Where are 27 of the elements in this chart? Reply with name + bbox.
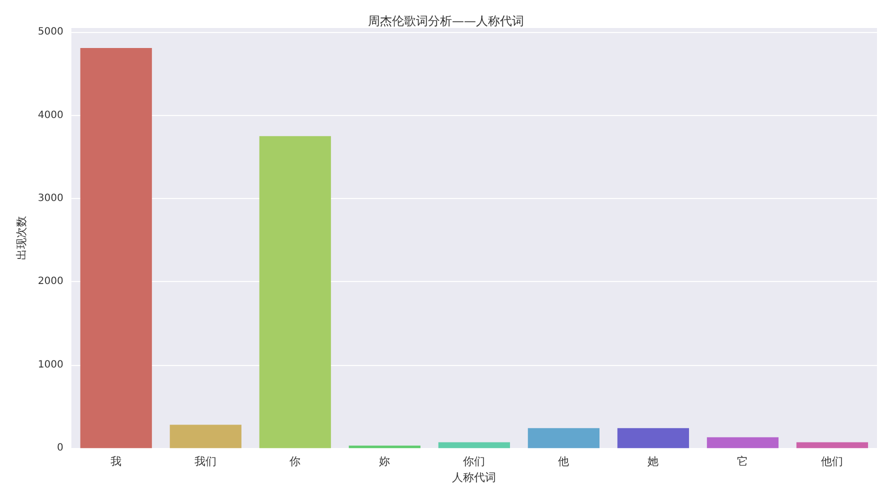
bar	[259, 136, 331, 448]
bar	[528, 428, 600, 448]
bar	[706, 437, 779, 448]
x-axis-title: 人称代词	[452, 471, 496, 484]
y-tick-label: 4000	[38, 110, 64, 121]
y-tick-label: 5000	[38, 26, 64, 38]
x-tick-label: 她	[648, 455, 659, 468]
y-tick-label: 1000	[38, 359, 64, 370]
y-axis-title: 出现次数	[15, 216, 28, 260]
x-tick-label: 我	[110, 455, 122, 468]
chart-title: 周杰伦歌词分析——人称代词	[368, 14, 524, 28]
bar	[348, 446, 420, 448]
bar	[80, 48, 152, 448]
x-tick-label: 他们	[821, 455, 844, 468]
bar	[438, 442, 510, 448]
bar	[796, 442, 868, 448]
y-tick-label: 2000	[38, 276, 64, 288]
x-tick-label: 我们	[194, 455, 217, 468]
y-tick-label: 3000	[38, 193, 64, 204]
x-tick-label: 你们	[463, 455, 486, 468]
bar	[617, 428, 690, 448]
x-tick-label: 他	[558, 455, 570, 468]
x-tick-label: 妳	[379, 455, 390, 468]
x-tick-label: 它	[737, 455, 748, 468]
y-tick-label: 0	[56, 442, 64, 454]
bar	[170, 424, 242, 448]
x-tick-label: 你	[290, 455, 301, 468]
